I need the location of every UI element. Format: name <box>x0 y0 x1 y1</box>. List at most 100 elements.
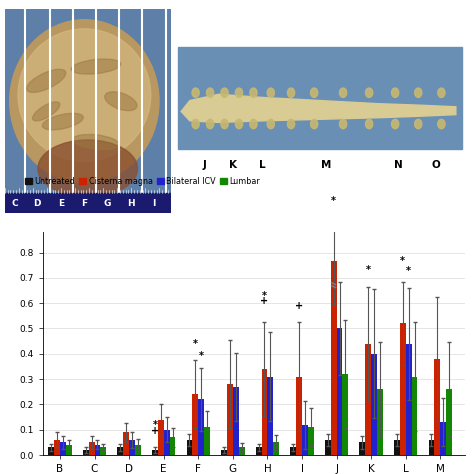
Polygon shape <box>181 94 456 122</box>
Bar <box>135 445 141 455</box>
Bar <box>331 261 337 455</box>
Bar <box>359 442 365 455</box>
Bar <box>118 447 123 455</box>
Text: +: + <box>151 426 159 436</box>
Bar <box>158 419 164 455</box>
Ellipse shape <box>73 135 119 149</box>
Ellipse shape <box>438 88 445 98</box>
Bar <box>66 445 72 455</box>
Text: +: + <box>295 301 303 311</box>
Bar <box>325 440 331 455</box>
Ellipse shape <box>27 69 66 92</box>
Bar <box>178 47 462 149</box>
Text: N: N <box>393 160 402 170</box>
Bar <box>342 374 348 455</box>
Bar <box>273 442 279 455</box>
Text: *: * <box>401 255 405 266</box>
Bar <box>365 344 371 455</box>
Text: *: * <box>331 196 336 206</box>
Text: M: M <box>320 160 331 170</box>
Text: J: J <box>202 160 206 170</box>
Ellipse shape <box>236 119 243 129</box>
Ellipse shape <box>365 88 373 98</box>
Bar <box>186 440 192 455</box>
Ellipse shape <box>18 29 151 161</box>
Bar <box>428 440 435 455</box>
Bar <box>221 450 227 455</box>
Ellipse shape <box>250 119 257 129</box>
Bar <box>435 359 440 455</box>
Text: D: D <box>33 199 41 208</box>
Bar <box>204 427 210 455</box>
Ellipse shape <box>267 88 274 98</box>
Ellipse shape <box>38 140 137 197</box>
Bar <box>164 430 170 455</box>
Bar <box>290 447 296 455</box>
Bar <box>94 445 100 455</box>
Ellipse shape <box>250 88 257 98</box>
Ellipse shape <box>221 119 228 129</box>
Bar <box>371 354 377 455</box>
Text: K: K <box>229 160 237 170</box>
Ellipse shape <box>287 119 295 129</box>
Bar <box>267 376 273 455</box>
Ellipse shape <box>415 88 422 98</box>
Ellipse shape <box>438 119 445 129</box>
Text: E: E <box>58 199 64 208</box>
Ellipse shape <box>415 119 422 129</box>
Ellipse shape <box>236 88 243 98</box>
Text: *: * <box>262 291 267 301</box>
Bar <box>152 450 158 455</box>
Text: *: * <box>406 266 411 276</box>
Bar <box>198 399 204 455</box>
Text: C: C <box>11 199 18 208</box>
Ellipse shape <box>392 88 399 98</box>
Bar <box>54 440 60 455</box>
Ellipse shape <box>392 119 399 129</box>
Text: G: G <box>104 199 111 208</box>
Ellipse shape <box>310 119 318 129</box>
Bar <box>175 43 465 171</box>
Bar <box>192 394 198 455</box>
Ellipse shape <box>192 88 199 98</box>
Bar <box>411 376 418 455</box>
Ellipse shape <box>192 119 199 129</box>
Text: H: H <box>127 199 135 208</box>
Bar <box>302 425 308 455</box>
Bar <box>377 389 383 455</box>
Bar <box>83 450 89 455</box>
Ellipse shape <box>310 88 318 98</box>
Bar <box>123 432 129 455</box>
Bar <box>227 384 233 455</box>
Ellipse shape <box>339 88 346 98</box>
Ellipse shape <box>207 119 214 129</box>
Text: O: O <box>431 160 440 170</box>
Text: +: + <box>260 296 269 306</box>
Text: I: I <box>152 199 156 208</box>
Text: L: L <box>259 160 265 170</box>
Bar <box>129 440 135 455</box>
Bar <box>100 447 106 455</box>
Bar <box>400 323 406 455</box>
Bar <box>337 328 342 455</box>
Bar <box>255 447 262 455</box>
Bar <box>170 438 175 455</box>
Bar <box>394 440 400 455</box>
Bar <box>262 369 267 455</box>
Bar <box>60 442 66 455</box>
Ellipse shape <box>365 119 373 129</box>
Bar <box>5 193 171 213</box>
Bar <box>233 387 239 455</box>
Ellipse shape <box>287 88 295 98</box>
Ellipse shape <box>33 102 60 121</box>
Ellipse shape <box>42 113 83 130</box>
Legend: Untreated, Cisterna magna, Bilateral ICV, Lumbar: Untreated, Cisterna magna, Bilateral ICV… <box>21 174 264 189</box>
Text: *: * <box>152 420 157 430</box>
Text: F: F <box>82 199 87 208</box>
Bar <box>48 447 54 455</box>
Text: *: * <box>366 265 371 275</box>
Bar <box>89 442 94 455</box>
Ellipse shape <box>267 119 274 129</box>
Bar <box>440 422 446 455</box>
Bar <box>308 427 314 455</box>
